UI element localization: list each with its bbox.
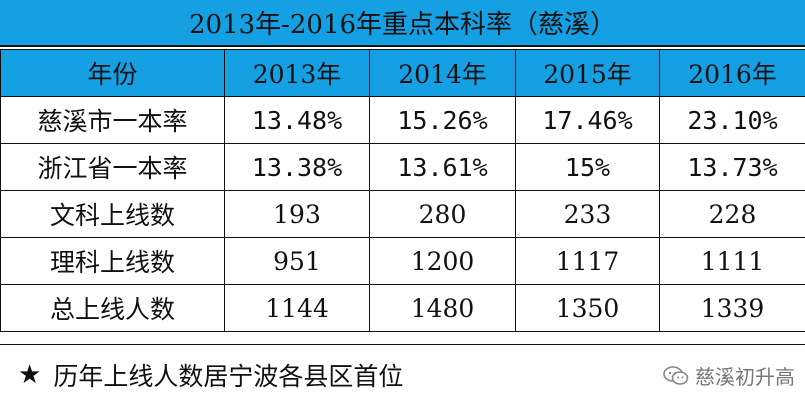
rate-table: 年份 2013年 2014年 2015年 2016年 慈溪市一本率 13.48%… [0, 49, 805, 332]
table-cell: 13.73% [659, 143, 805, 191]
table-cell: 17.46% [515, 96, 660, 144]
table-cell: 15% [515, 143, 660, 191]
row-label: 总上线人数 [0, 284, 225, 332]
brand-text: 慈溪初升高 [695, 365, 795, 389]
table-cell: 280 [369, 190, 516, 238]
footer: ★ 历年上线人数居宁波各县区首位 慈溪初升高 [0, 344, 805, 401]
table-cell: 951 [224, 237, 370, 285]
row-label: 理科上线数 [0, 237, 225, 285]
wechat-icon [663, 365, 689, 385]
table-cell: 228 [659, 190, 805, 238]
table-cell: 1200 [369, 237, 516, 285]
table-cell: 1480 [369, 284, 516, 332]
table-cell: 13.61% [369, 143, 516, 191]
table-cell: 193 [224, 190, 370, 238]
watermark: 慈溪初升高 [663, 361, 795, 390]
star-icon: ★ [18, 360, 42, 390]
table-cell: 1117 [515, 237, 660, 285]
table-row: 慈溪市一本率 13.48% 15.26% 17.46% 23.10% [0, 96, 805, 144]
row-label: 文科上线数 [0, 190, 225, 238]
table-title: 2013年-2016年重点本科率（慈溪） [0, 0, 805, 47]
footnote-text: 历年上线人数居宁波各县区首位 [53, 362, 404, 391]
header-row: 年份 2013年 2014年 2015年 2016年 [0, 49, 805, 97]
table-cell: 13.48% [224, 96, 370, 144]
row-label: 浙江省一本率 [0, 143, 225, 191]
table-cell: 13.38% [224, 143, 370, 191]
header-cell-2016: 2016年 [659, 49, 805, 97]
table-row: 总上线人数 1144 1480 1350 1339 [0, 284, 805, 332]
table-cell: 1144 [224, 284, 370, 332]
table-row: 理科上线数 951 1200 1117 1111 [0, 237, 805, 285]
header-cell-year: 年份 [0, 49, 225, 97]
table-row: 浙江省一本率 13.38% 13.61% 15% 13.73% [0, 143, 805, 191]
table-row: 文科上线数 193 280 233 228 [0, 190, 805, 238]
header-cell-2014: 2014年 [369, 49, 516, 97]
footnote: ★ 历年上线人数居宁波各县区首位 [18, 357, 403, 393]
table-cell: 233 [515, 190, 660, 238]
table-cell: 1350 [515, 284, 660, 332]
header-cell-2015: 2015年 [515, 49, 660, 97]
header-cell-2013: 2013年 [224, 49, 370, 97]
row-label: 慈溪市一本率 [0, 96, 225, 144]
table-cell: 1111 [659, 237, 805, 285]
table-cell: 15.26% [369, 96, 516, 144]
table-cell: 1339 [659, 284, 805, 332]
table-cell: 23.10% [659, 96, 805, 144]
